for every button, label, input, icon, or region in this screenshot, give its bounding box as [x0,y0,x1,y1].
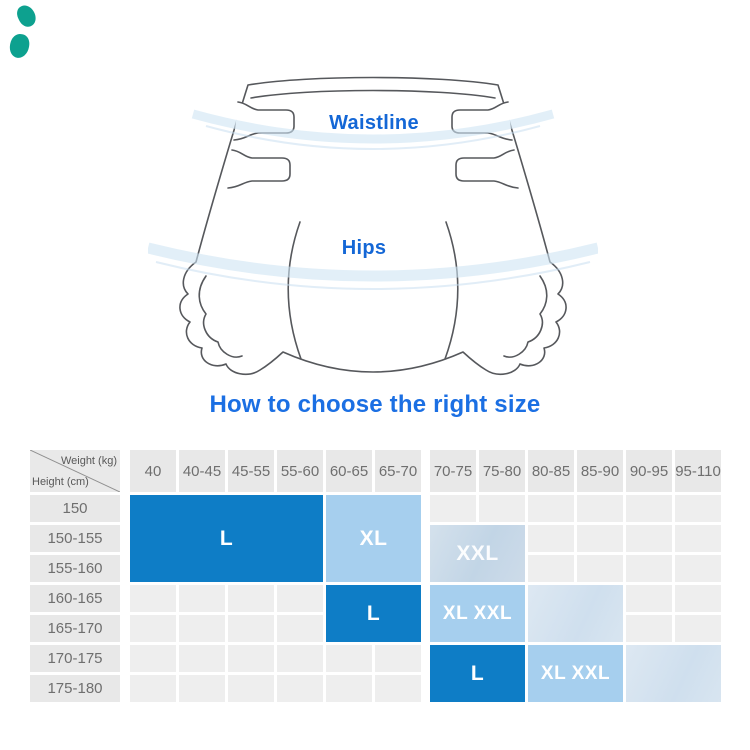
size-block-xlxxl-2: XL XXL [528,645,623,702]
height-row-header: 165-170 [30,615,120,642]
grid-cell [277,615,323,642]
weight-column-header: 95-110 [675,450,721,492]
weight-column-header: 45-55 [228,450,274,492]
grid-cell [130,615,176,642]
grid-cell [626,555,672,582]
grid-cell [626,525,672,552]
size-block-faded-1 [528,585,623,642]
grid-cell [375,645,421,672]
grid-cell [675,555,721,582]
grid-cell [326,645,372,672]
diaper-outline-drawing [148,76,598,376]
height-row-header: 160-165 [30,585,120,612]
size-block-xl-1: XL [326,495,421,582]
grid-cell [528,555,574,582]
grid-cell [130,585,176,612]
grid-cell [375,675,421,702]
waist-measure-arc [191,109,555,150]
height-row-header: 150 [30,495,120,522]
grid-cell [675,615,721,642]
size-block-faded-2 [626,645,721,702]
grid-cell [228,675,274,702]
grid-cell [228,615,274,642]
weight-column-header: 60-65 [326,450,372,492]
weight-column-header: 65-70 [375,450,421,492]
grid-cell [675,585,721,612]
weight-column-header: 75-80 [479,450,525,492]
height-row-header: 170-175 [30,645,120,672]
page-title: How to choose the right size [209,391,541,418]
size-block-xlxxl-1: XL XXL [430,585,525,642]
grid-cell [577,495,623,522]
weight-axis-label: Weight (kg) [60,455,117,467]
grid-cell [179,675,225,702]
diagonal-divider-line [30,450,120,492]
grid-cell [577,555,623,582]
grid-cell [179,615,225,642]
grid-cell [528,495,574,522]
grid-cell [130,645,176,672]
weight-column-header: 40 [130,450,176,492]
grid-cell [626,615,672,642]
hips-label: Hips [341,237,387,259]
grid-cell [528,525,574,552]
teal-brush-mark-icon [8,32,31,60]
grid-cell [326,675,372,702]
height-row-header: 155-160 [30,555,120,582]
grid-cell [277,645,323,672]
grid-cell [430,495,476,522]
grid-cell [228,585,274,612]
grid-cell [228,645,274,672]
weight-column-header: 40-45 [179,450,225,492]
hip-measure-arc [148,242,598,290]
size-block-l-3: L [430,645,525,702]
grid-cell [130,675,176,702]
height-row-header: 150-155 [30,525,120,552]
size-block-l-2: L [326,585,421,642]
weight-column-header: 90-95 [626,450,672,492]
grid-cell [675,495,721,522]
size-chart-table: Weight (kg) Height (cm) 40 40-45 45-55 5… [30,450,721,702]
grid-cell [577,525,623,552]
grid-cell [479,495,525,522]
grid-cell [179,645,225,672]
weight-column-header: 85-90 [577,450,623,492]
grid-cell [675,525,721,552]
grid-cell [179,585,225,612]
size-block-l-1: L [130,495,323,582]
grid-cell [277,585,323,612]
size-block-xxl: XXL [430,525,525,582]
grid-cell [626,585,672,612]
weight-column-header: 70-75 [430,450,476,492]
weight-column-header: 80-85 [528,450,574,492]
weight-column-header: 55-60 [277,450,323,492]
waistline-label: Waistline [329,112,419,134]
diaper-illustration: Waistline Hips [148,52,598,382]
height-row-header: 175-180 [30,675,120,702]
height-axis-label: Height (cm) [32,476,89,488]
grid-cell [626,495,672,522]
grid-cell [277,675,323,702]
chart-corner-cell: Weight (kg) Height (cm) [30,450,120,492]
teal-brush-mark-icon [14,2,39,30]
